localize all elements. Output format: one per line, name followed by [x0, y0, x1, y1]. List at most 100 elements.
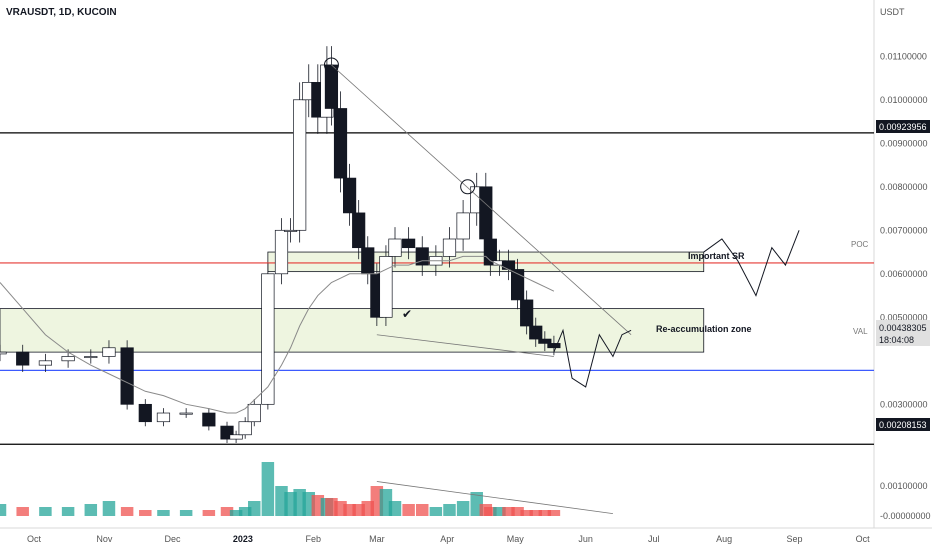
volume-bar — [429, 507, 443, 516]
volume-bar — [102, 501, 116, 516]
time-tick-label: Feb — [306, 534, 322, 544]
volume-bar — [229, 510, 243, 516]
candle-body — [179, 412, 193, 415]
volume-bar — [39, 507, 52, 516]
price-tick-label: 0.00800000 — [880, 182, 928, 192]
price-tick-label: 0.00600000 — [880, 269, 928, 279]
candle-body — [229, 434, 243, 440]
candle-body — [261, 273, 275, 405]
resistance-price-label: 0.00923956 — [879, 122, 927, 132]
candle-body — [388, 238, 402, 257]
symbol-label: VRAUSDT, 1D, KUCOIN — [6, 7, 117, 18]
val-label: VAL — [853, 327, 868, 336]
price-tick-label: 0.00700000 — [880, 225, 928, 235]
volume-bar — [520, 510, 533, 516]
candle-body — [0, 351, 7, 355]
profile-projection-path — [703, 230, 800, 297]
candle-body — [120, 347, 134, 405]
candle-body — [102, 347, 116, 357]
volume-bar — [220, 507, 234, 516]
candle-body — [247, 403, 261, 423]
time-tick-label: Oct — [856, 534, 871, 544]
candle-body — [61, 356, 75, 362]
time-tick-label: Oct — [27, 534, 42, 544]
volume-bar — [16, 507, 29, 516]
candle-body — [547, 343, 561, 349]
important-sr-label: Important SR — [688, 251, 745, 261]
volume-trend-line — [376, 481, 613, 514]
candle-body — [501, 260, 516, 270]
volume-bar — [443, 504, 456, 516]
candle-body — [202, 412, 216, 427]
price-tick-label: 0.01100000 — [880, 51, 927, 61]
resistance-price-badge — [876, 120, 930, 133]
volume-tick-label: -0.00000000 — [880, 511, 931, 521]
volume-bar — [484, 507, 497, 516]
candle-body — [352, 212, 366, 249]
candle-body — [520, 299, 534, 327]
time-tick-label: Jul — [648, 534, 660, 544]
candle-body — [402, 238, 416, 249]
time-tick-label: Jun — [578, 534, 593, 544]
peak-circle-1 — [460, 179, 476, 195]
candle-body — [483, 238, 497, 266]
volume-bar — [139, 510, 152, 516]
current-price-label: 0.00438305 — [879, 323, 927, 333]
volume-bar — [456, 501, 470, 516]
time-tick-label: May — [507, 534, 525, 544]
currency-label: USDT — [880, 7, 905, 17]
candle-body — [238, 421, 252, 436]
volume-bar — [84, 504, 98, 516]
volume-bar — [120, 507, 134, 516]
volume-bar — [529, 510, 542, 516]
time-tick-label: Nov — [96, 534, 113, 544]
volume-bar — [261, 462, 275, 516]
volume-bar — [502, 507, 515, 516]
volume-tick-label: 0.00100000 — [880, 481, 928, 491]
candle-body — [274, 229, 289, 275]
countdown-label: 18:04:08 — [879, 335, 914, 345]
volume-bar — [202, 510, 216, 516]
volume-bar — [511, 507, 524, 516]
volume-bar — [402, 504, 415, 516]
candle-body — [156, 412, 171, 423]
support-trend-line — [376, 334, 554, 357]
price-tick-label: 0.01000000 — [880, 95, 928, 105]
volume-bar — [547, 510, 561, 516]
time-tick-label: Aug — [716, 534, 732, 544]
support-price-badge — [876, 418, 930, 431]
zone-box-1 — [0, 308, 705, 353]
checkmark-icon: ✔ — [402, 307, 412, 321]
volume-bar — [179, 510, 193, 516]
candle-body — [333, 108, 348, 179]
time-tick-label: Sep — [787, 534, 803, 544]
candle-body — [84, 356, 98, 359]
time-tick-label: Dec — [165, 534, 182, 544]
candle-body — [442, 238, 457, 257]
time-tick-label: Mar — [369, 534, 385, 544]
volume-bar — [248, 501, 261, 516]
volume-bar — [538, 510, 552, 516]
price-tick-label: 0.00900000 — [880, 138, 928, 148]
volume-bar — [0, 504, 7, 516]
projection-path — [553, 328, 632, 388]
downtrend-line — [331, 64, 632, 336]
volume-bar — [238, 507, 252, 516]
time-tick-label: Apr — [440, 534, 454, 544]
time-tick-label: 2023 — [233, 534, 253, 544]
candle-body — [361, 247, 375, 275]
peak-circle-0 — [323, 57, 339, 73]
reaccumulation-label: Re-accumulation zone — [656, 324, 752, 334]
volume-bar — [416, 504, 429, 516]
candle-body — [510, 269, 525, 301]
candle-body — [283, 229, 298, 232]
price-tick-label: 0.00300000 — [880, 399, 928, 409]
candle-body — [343, 177, 357, 214]
volume-bar — [157, 510, 170, 516]
moving-average-line — [0, 255, 555, 414]
candle-body — [456, 212, 470, 240]
volume-bar — [61, 507, 75, 516]
volume-bar — [388, 501, 402, 516]
candle-body — [529, 325, 543, 340]
